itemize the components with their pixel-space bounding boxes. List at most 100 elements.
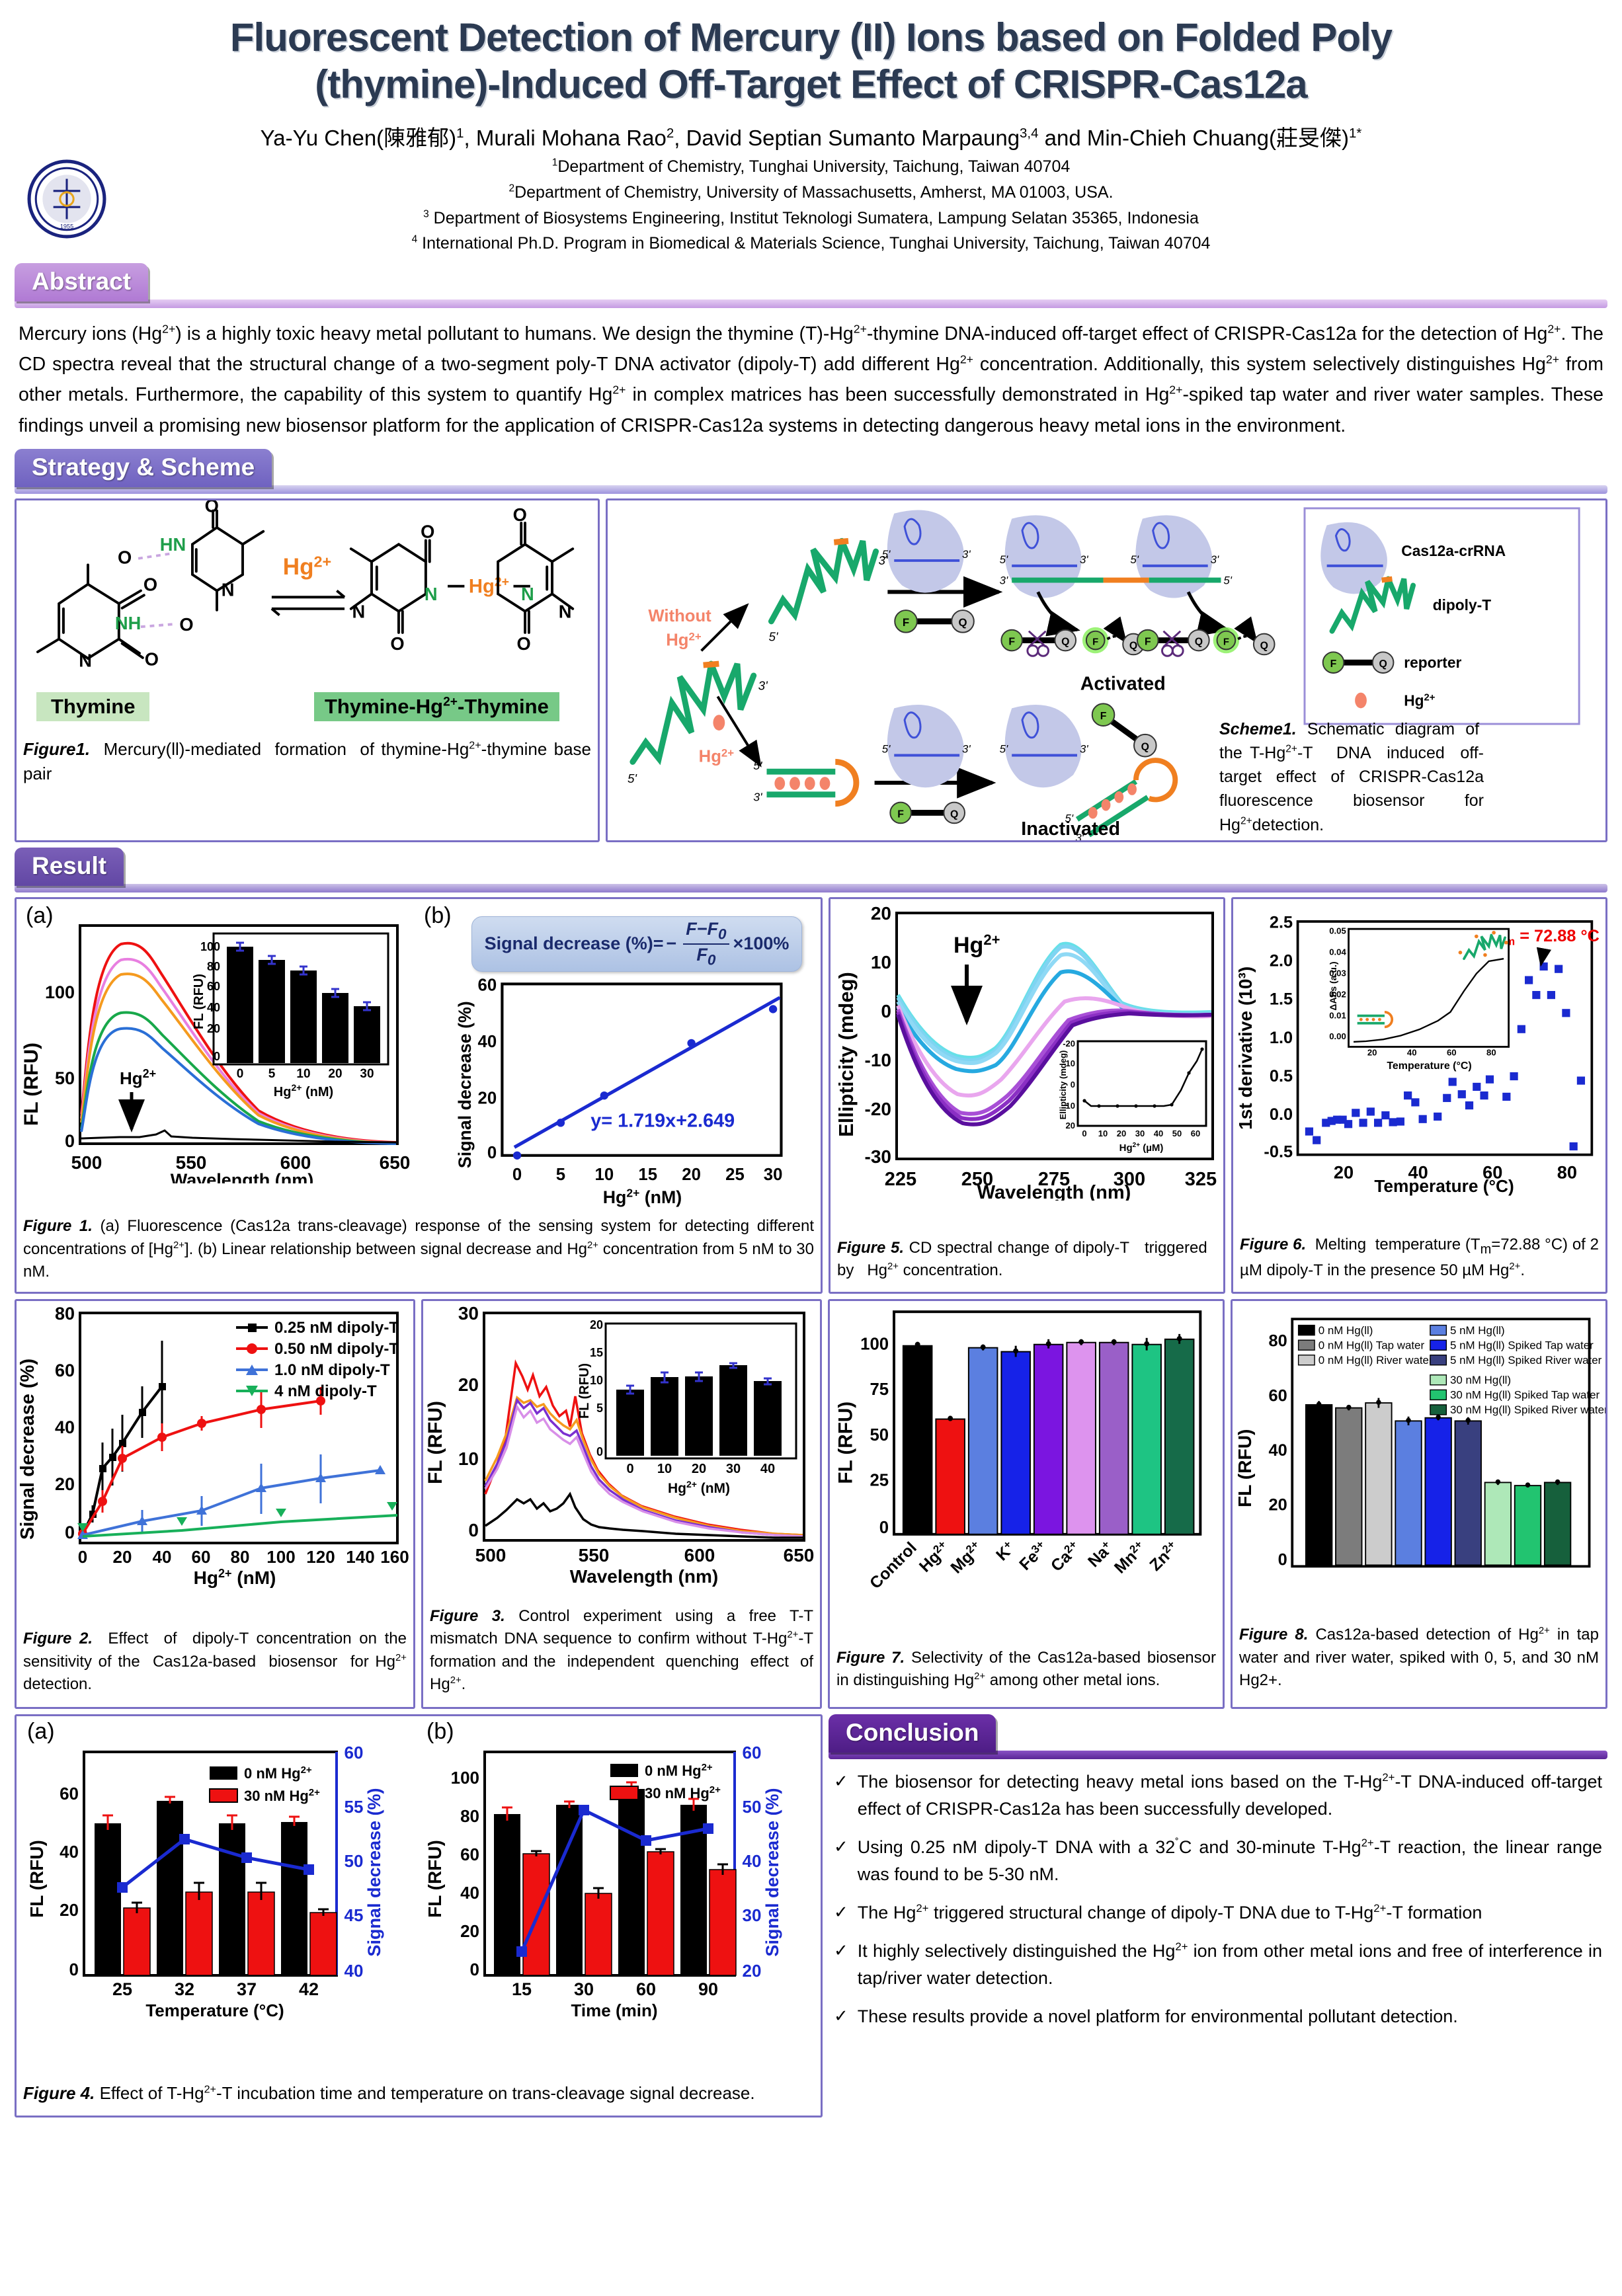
svg-text:NH: NH [115, 613, 141, 633]
svg-text:20: 20 [871, 903, 891, 924]
svg-text:-0.5: -0.5 [1264, 1142, 1293, 1161]
svg-text:60: 60 [55, 1361, 75, 1380]
svg-text:O: O [513, 504, 527, 525]
figure1-caption: Figure 1. (a) Fluorescence (Cas12a trans… [23, 1217, 814, 1281]
svg-text:10: 10 [595, 1166, 614, 1184]
signal-decrease-formula: Signal decrease (%)= − F−F0 F0 ×100% [471, 916, 802, 972]
svg-text:20: 20 [478, 1089, 497, 1107]
svg-text:2.5: 2.5 [1270, 913, 1293, 931]
svg-text:120: 120 [306, 1547, 335, 1567]
svg-text:50: 50 [743, 1797, 762, 1817]
svg-text:40: 40 [207, 1001, 220, 1014]
figure3-panel: FL (RFU) 30 20 10 0 500 550 600 650 Wavelength… [421, 1298, 822, 1709]
svg-text:1.0 nM dipoly-T: 1.0 nM dipoly-T [274, 1361, 390, 1379]
svg-text:20: 20 [590, 1318, 603, 1331]
svg-text:0.5: 0.5 [1270, 1067, 1293, 1086]
figure5-panel: Ellipticity (mdeg) 20 10 0 -10 -20 -30 225 25… [829, 896, 1225, 1294]
svg-text:80: 80 [1486, 1047, 1496, 1057]
svg-text:5': 5' [768, 629, 778, 643]
svg-text:0: 0 [512, 1166, 522, 1184]
svg-text:Q: Q [958, 616, 967, 629]
affiliation-2: 2Department of Chemistry, University of … [508, 182, 1114, 202]
svg-text:0.02: 0.02 [1329, 989, 1346, 999]
svg-text:Hg2+ (nM): Hg2+ (nM) [274, 1082, 333, 1099]
svg-text:50: 50 [55, 1068, 75, 1088]
figure4-panel-b-letter: (b) [426, 1718, 454, 1744]
svg-text:20: 20 [460, 1921, 479, 1941]
svg-text:10: 10 [296, 1067, 310, 1081]
svg-text:Wavelength (nm): Wavelength (nm) [977, 1182, 1131, 1201]
svg-text:80: 80 [231, 1547, 250, 1567]
check-icon: ✓ [834, 1836, 848, 1856]
svg-text:F: F [897, 809, 904, 820]
svg-text:F: F [1100, 711, 1107, 722]
figure2-chart: Signal decrease (%) 80 60 40 20 0 0 20 40 60 80… [17, 1304, 409, 1588]
inactivated-label: Inactivated [1021, 818, 1120, 840]
figure1b-chart: Signal decrease (%) 60 40 20 0 0 5 10 15 20 25 3… [455, 976, 783, 1207]
svg-text:1.5: 1.5 [1270, 990, 1293, 1008]
svg-text:F: F [1092, 637, 1098, 647]
figure7-caption: Figure 7. Selectivity of the Cas12a-base… [836, 1648, 1216, 1689]
svg-text:100: 100 [200, 940, 220, 953]
conclusion-item: ✓ The biosensor for detecting heavy meta… [834, 1768, 1602, 1823]
svg-text:N: N [559, 601, 572, 621]
svg-text:550: 550 [176, 1152, 207, 1173]
svg-text:Wavelength (nm): Wavelength (nm) [171, 1170, 314, 1183]
svg-text:80: 80 [207, 960, 220, 973]
figure7-panel: FL (RFU) 100 75 50 25 0 [828, 1298, 1225, 1709]
svg-text:550: 550 [579, 1545, 610, 1565]
figure1-panel: (a) (b) FL (RFU) 100 50 0 500 550 600 65… [15, 896, 823, 1294]
svg-text:Zn2+: Zn2+ [1145, 1538, 1182, 1575]
conclusion-text: The Hg2+ triggered structural change of … [857, 1901, 1482, 1922]
svg-text:10: 10 [657, 1462, 672, 1476]
svg-text:650: 650 [784, 1545, 815, 1565]
svg-text:30: 30 [1135, 1128, 1145, 1138]
svg-text:Q: Q [1195, 636, 1203, 647]
svg-text:5': 5' [1223, 574, 1232, 586]
svg-text:500: 500 [71, 1152, 102, 1173]
svg-text:0 nM Hg(ll) Tap water: 0 nM Hg(ll) Tap water [1318, 1339, 1425, 1351]
svg-text:3': 3' [962, 742, 971, 755]
conclusion-item: ✓ These results provide a novel platform… [834, 2003, 1602, 2030]
svg-text:5': 5' [1000, 742, 1008, 755]
svg-text:20: 20 [60, 1900, 79, 1920]
svg-text:-20: -20 [865, 1099, 891, 1119]
svg-text:O: O [516, 633, 530, 654]
figure5-caption: Figure 5. CD spectral change of dipoly-T… [837, 1238, 1217, 1279]
svg-text:FL (RFU): FL (RFU) [1234, 1429, 1255, 1507]
svg-text:3': 3' [753, 790, 762, 803]
legend-cas12a-crrna: Cas12a-crRNA [1401, 542, 1506, 559]
result-section: Result (a) (b) FL (RFU) 100 50 0 500 550… [15, 847, 1607, 2118]
svg-text:5 nM Hg(ll) Spiked River water: 5 nM Hg(ll) Spiked River water [1450, 1354, 1602, 1366]
conclusion-item: ✓ Using 0.25 nM dipoly-T DNA with a 32˚C… [834, 1834, 1602, 1888]
conclusion-header: Conclusion [829, 1714, 996, 1753]
abstract-divider [15, 299, 1607, 309]
svg-text:0: 0 [468, 1520, 479, 1540]
svg-text:30 nM Hg2+: 30 nM Hg2+ [645, 1784, 721, 1801]
svg-text:Q: Q [1129, 640, 1137, 651]
svg-text:-30: -30 [865, 1146, 891, 1167]
result-divider [15, 883, 1607, 892]
svg-text:40: 40 [460, 1883, 479, 1903]
svg-text:Q: Q [950, 809, 958, 820]
svg-text:600: 600 [684, 1545, 715, 1565]
svg-text:45: 45 [345, 1905, 364, 1925]
svg-text:60: 60 [1191, 1128, 1200, 1138]
svg-text:80: 80 [55, 1304, 75, 1324]
conclusion-list: ✓ The biosensor for detecting heavy meta… [829, 1759, 1607, 2030]
svg-text:0.03: 0.03 [1329, 968, 1346, 978]
svg-text:50: 50 [345, 1851, 364, 1871]
svg-text:0.50 nM dipoly-T: 0.50 nM dipoly-T [274, 1340, 399, 1358]
figure8-panel: FL (RFU) 80 60 40 20 0 [1231, 1298, 1607, 1709]
svg-text:F: F [1008, 636, 1015, 647]
svg-text:25: 25 [870, 1471, 889, 1489]
figure7-chart: FL (RFU) 100 75 50 25 0 [835, 1310, 1202, 1593]
svg-text:5': 5' [1000, 553, 1008, 566]
svg-text:20: 20 [113, 1547, 132, 1567]
svg-text:30: 30 [574, 1979, 594, 1999]
svg-text:Hg2+ (nM): Hg2+ (nM) [668, 1479, 730, 1496]
svg-text:O: O [145, 649, 159, 669]
svg-text:0 nM Hg(ll) River water: 0 nM Hg(ll) River water [1318, 1354, 1433, 1366]
svg-text:Without: Without [648, 607, 711, 625]
